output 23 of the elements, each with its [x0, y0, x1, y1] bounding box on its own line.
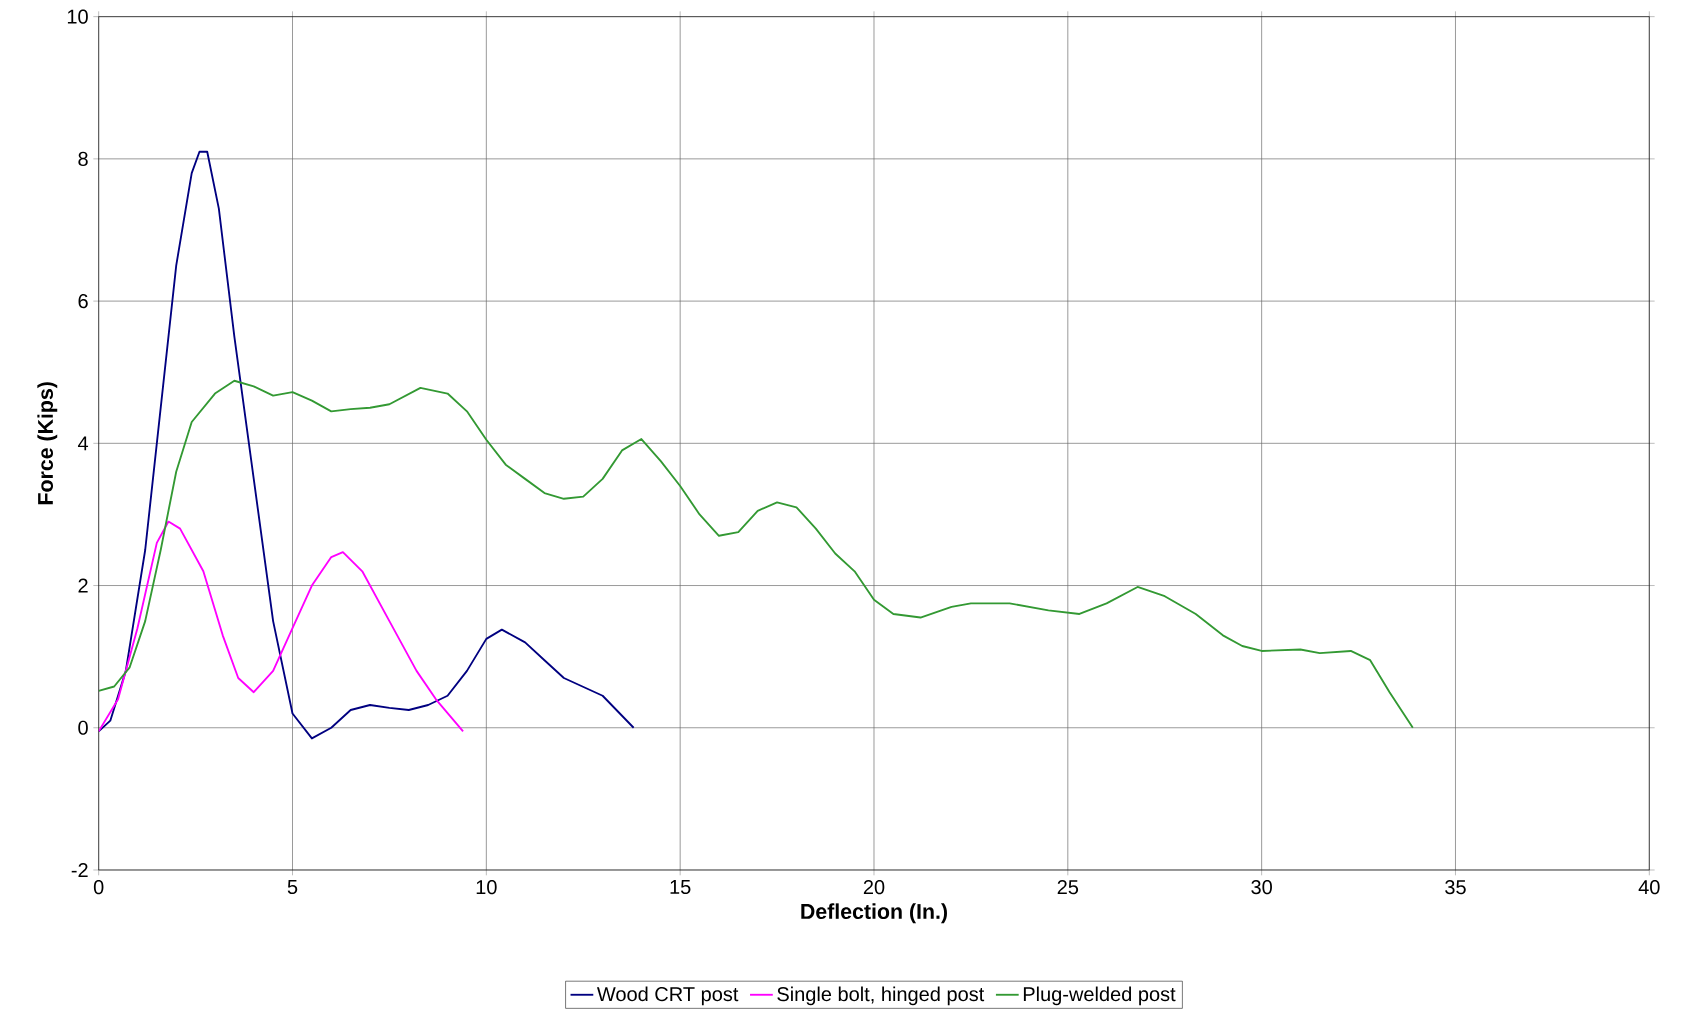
x-tick-label: 5 [287, 880, 298, 894]
y-tick-label: 4 [77, 436, 89, 451]
x-tick-label: 0 [93, 880, 104, 895]
legend-label: Plug-welded post [1023, 986, 1176, 1006]
x-axis-title: Deflection (In.) [801, 903, 947, 924]
y-axis-title: Force (Kips) [37, 382, 58, 505]
line-series [98, 379, 1414, 729]
x-tick-label: 30 [1251, 880, 1272, 895]
x-tick-label: 15 [670, 880, 691, 894]
legend-label: Single bolt, hinged post [777, 986, 985, 1006]
line-series [98, 520, 465, 733]
y-tick-label: 0 [78, 720, 88, 735]
x-tick-label: 10 [476, 880, 497, 895]
x-tick-label: 40 [1638, 880, 1660, 895]
y-tick-label: -2 [71, 863, 88, 877]
x-tick-label: 20 [863, 880, 885, 895]
y-tick-label: 10 [67, 9, 88, 24]
y-tick-label: 8 [78, 151, 88, 166]
x-tick-label: 35 [1445, 880, 1466, 895]
y-tick-label: 2 [78, 578, 88, 593]
y-tick-label: 6 [78, 294, 88, 309]
legend-label: Wood CRT post [596, 986, 739, 1006]
x-tick-label: 25 [1057, 880, 1079, 895]
